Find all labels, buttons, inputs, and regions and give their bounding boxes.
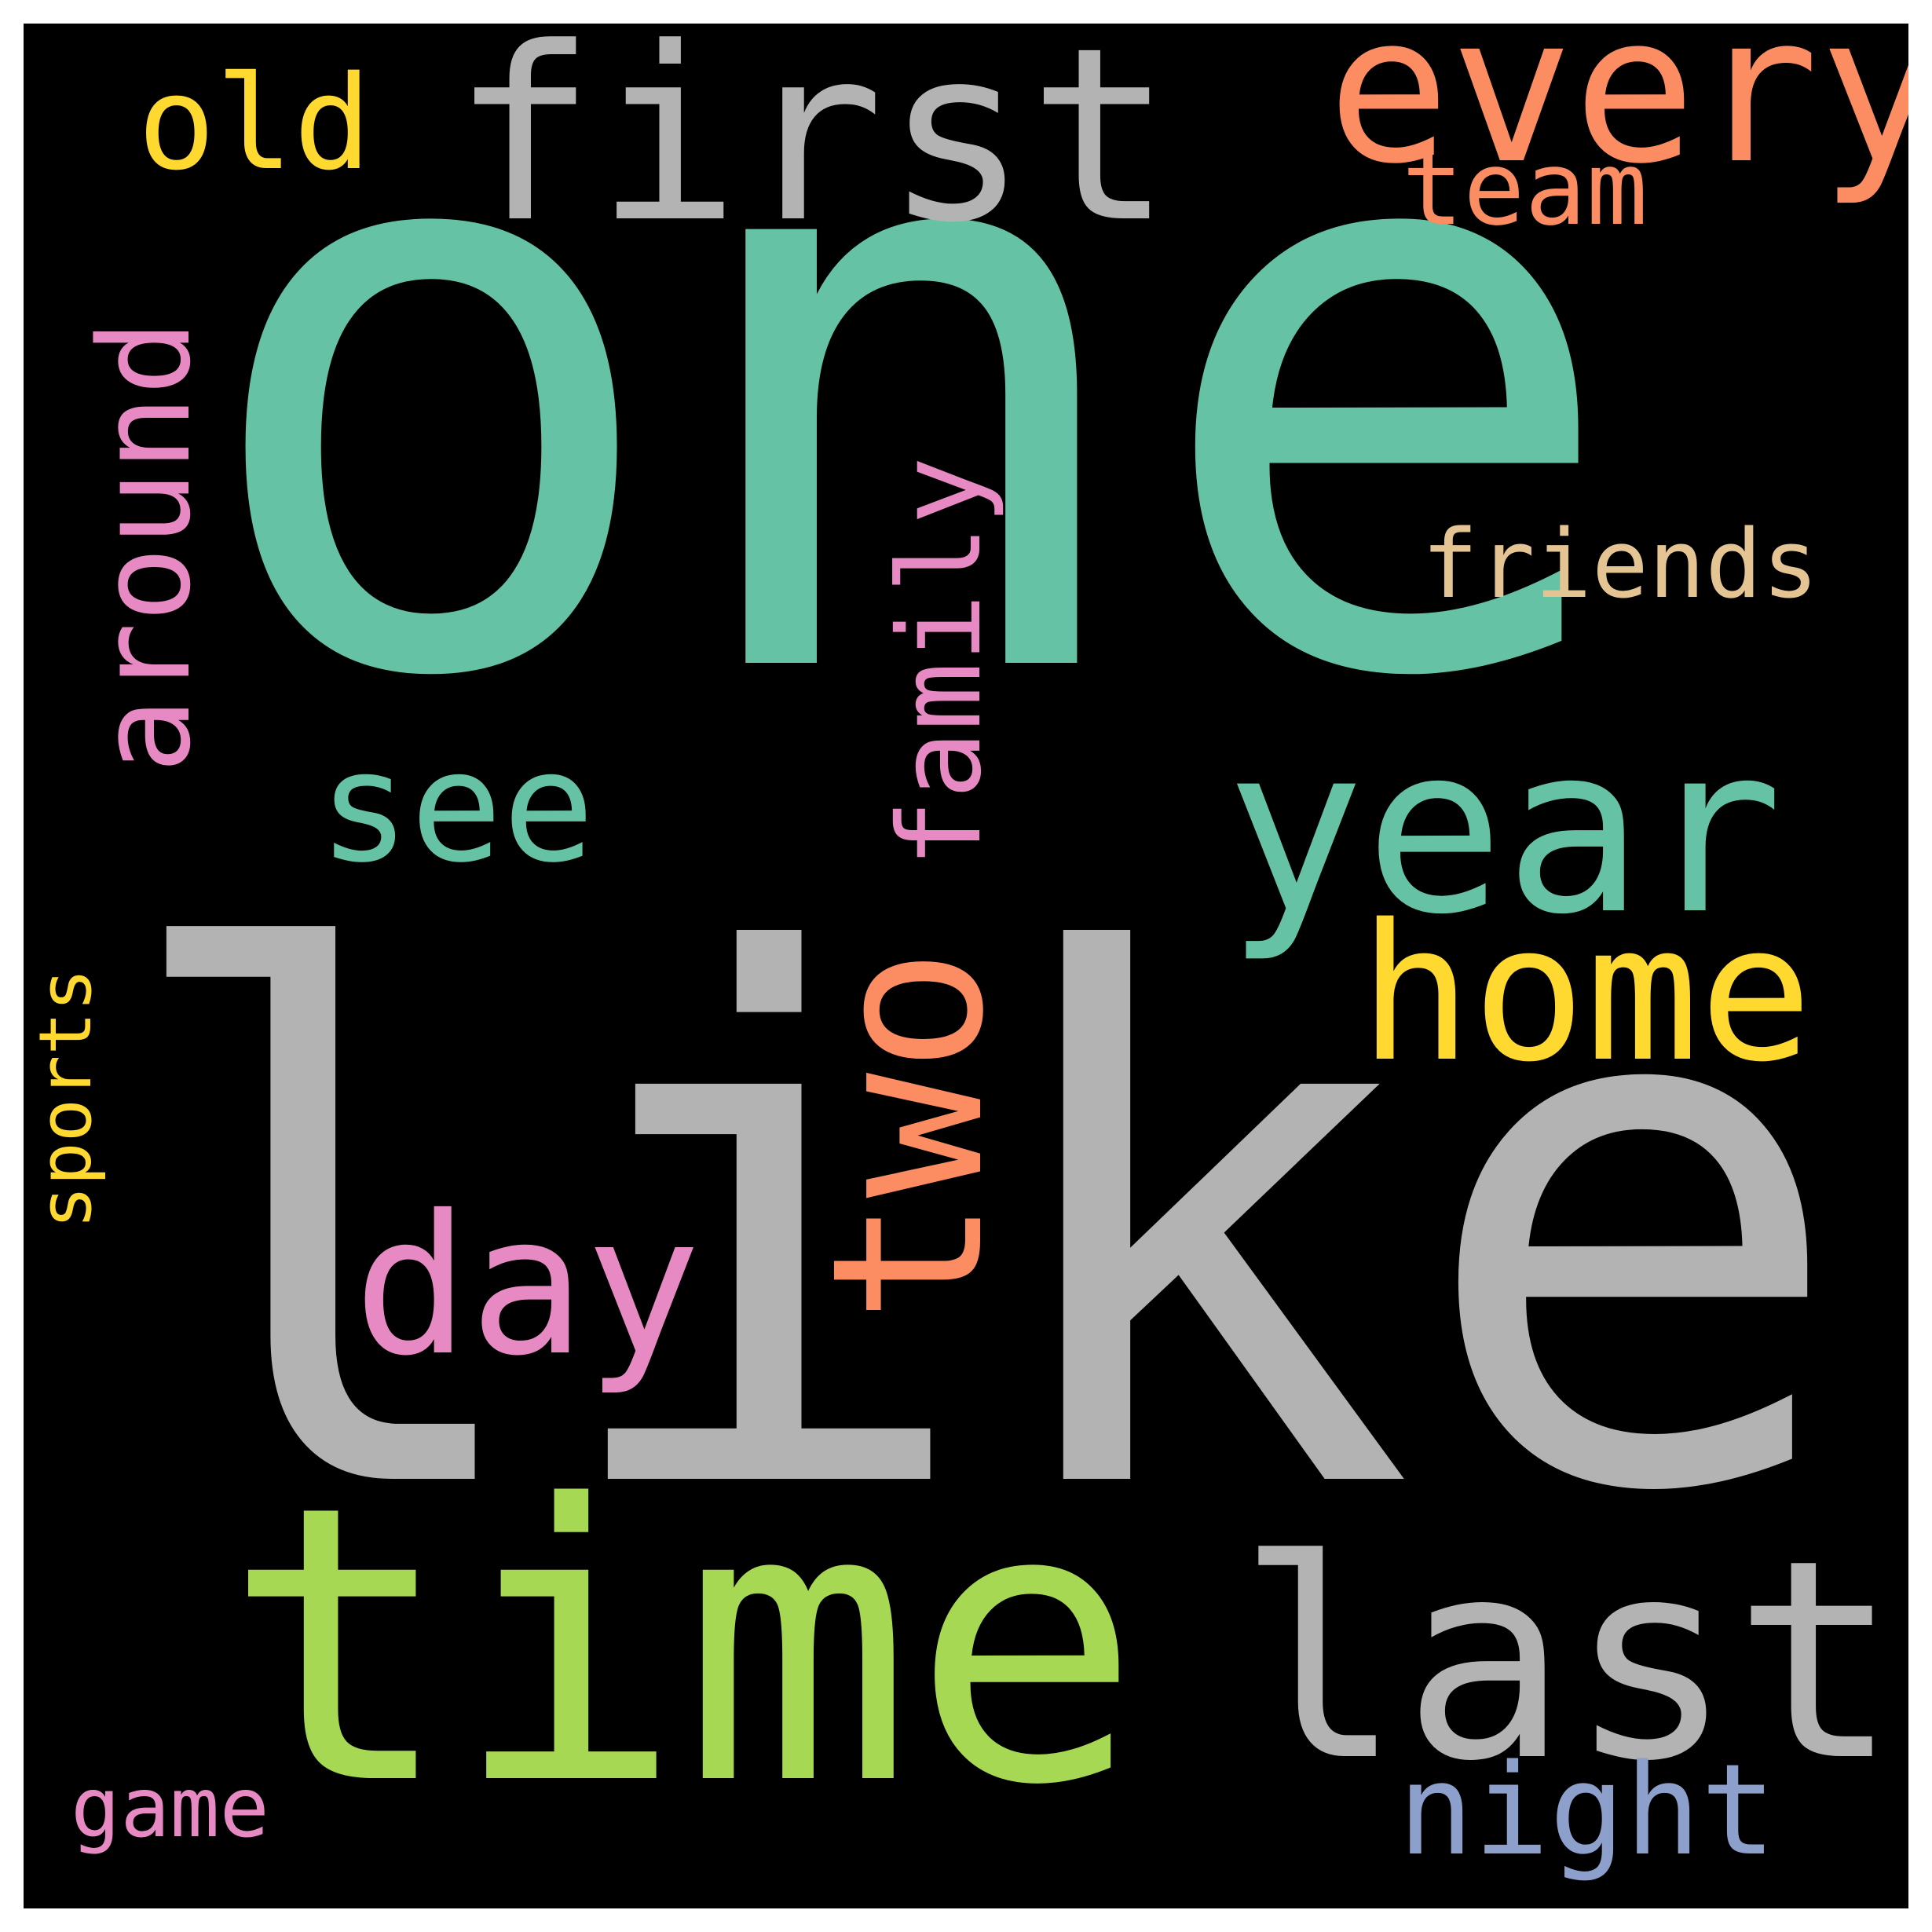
- word-game: game: [71, 1760, 269, 1856]
- word-year: year: [1225, 695, 1784, 965]
- word-time: time: [224, 1425, 1141, 1868]
- word-friends: friends: [1422, 510, 1819, 620]
- word-cloud-canvas: one like time first year every last two …: [24, 24, 1908, 1908]
- word-one: one: [192, 24, 1626, 851]
- word-first: first: [452, 24, 1173, 275]
- word-two: two: [788, 947, 1030, 1323]
- word-every: every: [1327, 24, 1908, 209]
- word-home: home: [1359, 884, 1813, 1103]
- word-family: family: [874, 456, 1007, 868]
- word-last: last: [1237, 1501, 1899, 1821]
- word-like: like: [110, 808, 1850, 1649]
- word-team: team: [1402, 129, 1648, 248]
- word-see: see: [318, 718, 595, 896]
- word-old: old: [137, 48, 372, 199]
- word-around: around: [71, 320, 218, 774]
- word-night: night: [1398, 1736, 1776, 1883]
- word-sports: sports: [24, 968, 108, 1229]
- word-day: day: [353, 1174, 701, 1398]
